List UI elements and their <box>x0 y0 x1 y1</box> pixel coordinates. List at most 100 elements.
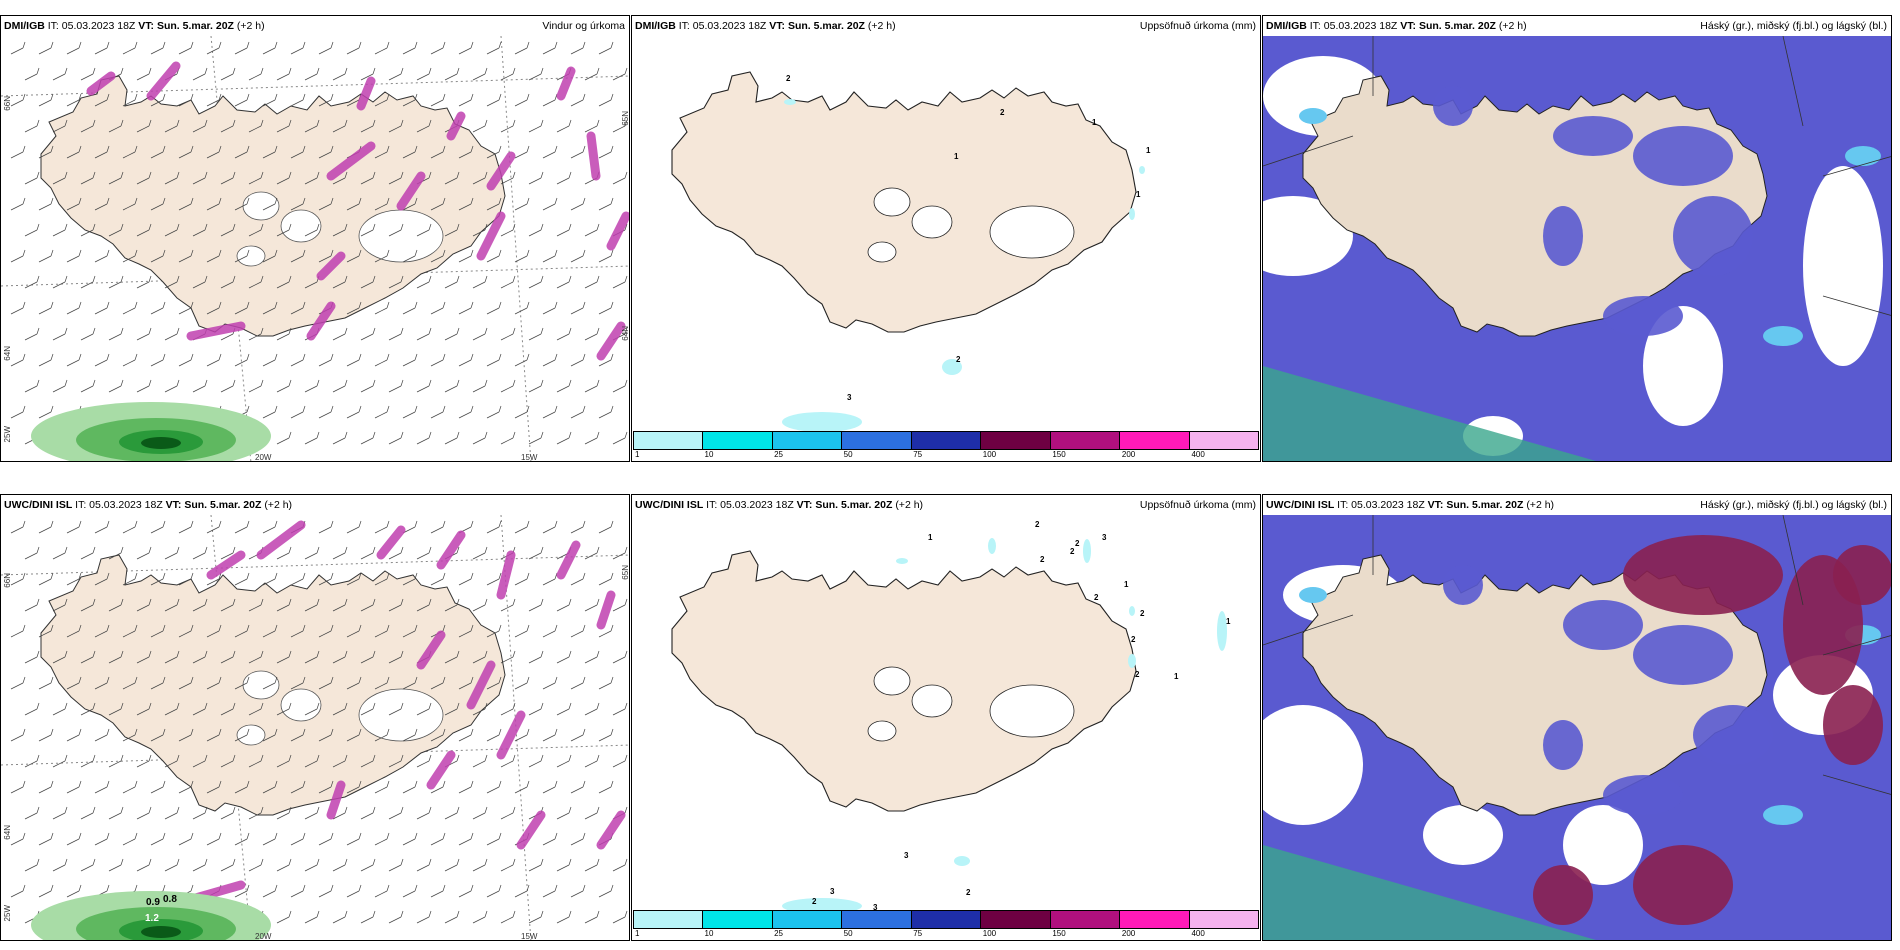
iceland-landmass <box>1302 554 1768 816</box>
colorbar-tick-label: 1 <box>635 929 640 938</box>
amount-label: 1 <box>1146 146 1151 155</box>
panel-accum-precip-dmi: DMI/IGB IT: 05.03.2023 18Z VT: Sun. 5.ma… <box>631 15 1261 462</box>
edge-label: 25W <box>3 905 12 922</box>
value-label: 0.6 <box>411 565 423 574</box>
colorbar-tick-label: 25 <box>774 929 784 938</box>
amount-label: 2 <box>1094 593 1099 602</box>
colorbar-swatch <box>1120 432 1190 449</box>
panel-title: Uppsöfnuð úrkoma (mm) <box>1139 20 1256 32</box>
panel-header: UWC/DINI ISL IT: 05.03.2023 18Z VT: Sun.… <box>1 495 629 515</box>
model-name: UWC/DINI ISL <box>635 499 704 511</box>
init-time: IT: 05.03.2023 18Z <box>1337 499 1425 511</box>
panel-title: Uppsöfnuð úrkoma (mm) <box>1139 499 1256 511</box>
lat-label: 66N <box>3 96 12 111</box>
value-label: 0.8 <box>163 894 177 905</box>
amount-label: 1 <box>1092 118 1097 127</box>
amount-label: 2 <box>966 888 971 897</box>
lat-label: 65N <box>621 111 630 126</box>
colorbar-swatch <box>1189 432 1258 449</box>
map-accum-precip <box>671 538 1227 912</box>
amount-label: 3 <box>1102 533 1107 542</box>
amount-label: 1 <box>928 533 933 542</box>
colorbar-tick-label: 100 <box>982 450 997 459</box>
colorbar-swatch <box>981 911 1051 928</box>
panel-header: DMI/IGB IT: 05.03.2023 18Z VT: Sun. 5.ma… <box>1263 16 1891 36</box>
valid-time-label: VT: <box>165 499 182 511</box>
model-name: DMI/IGB <box>1266 20 1307 32</box>
init-time: IT: 05.03.2023 18Z <box>47 20 136 32</box>
lat-label: 64N <box>3 825 12 840</box>
model-name: DMI/IGB <box>4 20 45 32</box>
colorbar-tick-label: 150 <box>1052 929 1066 938</box>
amount-label: 1 <box>1226 617 1231 626</box>
colorbar-swatch <box>703 911 773 928</box>
panel-header: UWC/DINI ISL IT: 05.03.2023 18Z VT: Sun.… <box>1263 495 1891 515</box>
map-accum-precip <box>671 71 1145 432</box>
colorbar-swatch <box>981 432 1051 449</box>
valid-time-label: VT: <box>1427 499 1444 511</box>
colorbar-tick-label: 50 <box>843 929 853 938</box>
panel-wind-precip-dmi: DMI/IGB IT: 05.03.2023 18Z VT: Sun. 5.ma… <box>0 15 630 462</box>
value-label: 1.6 <box>475 519 487 528</box>
colorbar-tick-label: 50 <box>843 450 853 459</box>
init-time: IT: 05.03.2023 18Z <box>678 20 767 32</box>
amount-label: 1 <box>1136 190 1141 199</box>
init-time: IT: 05.03.2023 18Z <box>75 499 163 511</box>
lon-label: 20W <box>255 453 272 462</box>
lon-label: 15W <box>521 932 538 941</box>
valid-time: Sun. 5.mar. 20Z <box>1418 20 1496 32</box>
amount-label: 3 <box>847 393 852 402</box>
valid-time-label: VT: <box>138 20 155 32</box>
amount-label: 2 <box>786 74 791 83</box>
amount-label: 3 <box>904 851 909 860</box>
amount-label: 2 <box>1140 609 1145 618</box>
lead-time: (+2 h) <box>1498 20 1527 32</box>
colorbar-swatch <box>1120 911 1190 928</box>
colorbar-tick-label: 25 <box>774 450 784 459</box>
colorbar: 1 10 25 50 75 100 150 200 400 <box>632 910 1260 940</box>
colorbar-tick-label: 1 <box>635 450 640 459</box>
value-label: 0.9 <box>146 897 160 908</box>
panel-accum-precip-uwc: UWC/DINI ISL IT: 05.03.2023 18Z VT: Sun.… <box>631 494 1261 941</box>
amount-label: 2 <box>1035 520 1040 529</box>
amount-label: 3 <box>873 903 878 912</box>
edge-label: 25W <box>3 426 12 443</box>
lat-label: 65N <box>621 565 630 580</box>
amount-label: 1 <box>1124 580 1129 589</box>
valid-time: Sun. 5.mar. 20Z <box>1446 499 1524 511</box>
lon-label: 15W <box>521 453 538 462</box>
colorbar-swatch <box>703 432 773 449</box>
panel-header: UWC/DINI ISL IT: 05.03.2023 18Z VT: Sun.… <box>632 495 1260 515</box>
lead-time: (+2 h) <box>867 20 896 32</box>
map-wind-precip <box>1 515 629 940</box>
panel-clouds-dmi: DMI/IGB IT: 05.03.2023 18Z VT: Sun. 5.ma… <box>1262 15 1892 462</box>
colorbar-tick-label: 100 <box>982 929 997 938</box>
lead-time: (+2 h) <box>236 20 265 32</box>
lead-time: (+2 h) <box>264 499 293 511</box>
amount-label: 2 <box>812 897 817 906</box>
amount-label: 1 <box>1174 672 1179 681</box>
panel-title: Háský (gr.), miðský (fj.bl.) og lágský (… <box>1700 499 1887 511</box>
colorbar-tick-label: 10 <box>704 929 714 938</box>
lat-label: 64N <box>621 326 630 341</box>
amount-label: 2 <box>1000 108 1005 117</box>
valid-time-label: VT: <box>1400 20 1417 32</box>
map-clouds <box>1263 36 1891 461</box>
amount-label: 2 <box>1070 547 1075 556</box>
colorbar-swatch <box>1189 911 1258 928</box>
valid-time: Sun. 5.mar. 20Z <box>184 499 262 511</box>
value-label: 1.7 <box>181 881 193 890</box>
map-clouds <box>1263 515 1891 940</box>
model-name: UWC/DINI ISL <box>4 499 73 511</box>
amount-label: 3 <box>830 887 835 896</box>
panel-header: DMI/IGB IT: 05.03.2023 18Z VT: Sun. 5.ma… <box>1 16 629 36</box>
colorbar-ticks: 1 10 25 50 75 100 150 200 400 <box>633 450 1259 461</box>
panel-clouds-uwc: UWC/DINI ISL IT: 05.03.2023 18Z VT: Sun.… <box>1262 494 1892 941</box>
colorbar-swatch <box>772 911 843 928</box>
colorbar-ticks: 1 10 25 50 75 100 150 200 400 <box>633 929 1259 940</box>
colorbar-tick-label: 150 <box>1052 450 1066 459</box>
colorbar-swatch <box>772 432 843 449</box>
panel-title: Vindur og úrkoma <box>542 20 625 32</box>
colorbar-tick-label: 75 <box>913 929 923 938</box>
lead-time: (+2 h) <box>895 499 924 511</box>
